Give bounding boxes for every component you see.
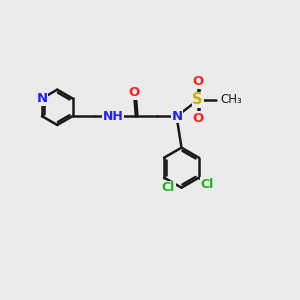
Text: NH: NH [103, 110, 123, 123]
Text: O: O [192, 75, 203, 88]
Text: Cl: Cl [162, 181, 175, 194]
Text: N: N [36, 92, 47, 105]
Text: O: O [129, 86, 140, 99]
Text: O: O [192, 112, 203, 125]
Text: N: N [172, 110, 183, 123]
Text: S: S [192, 92, 203, 107]
Text: CH₃: CH₃ [221, 93, 242, 106]
Text: Cl: Cl [200, 178, 214, 191]
